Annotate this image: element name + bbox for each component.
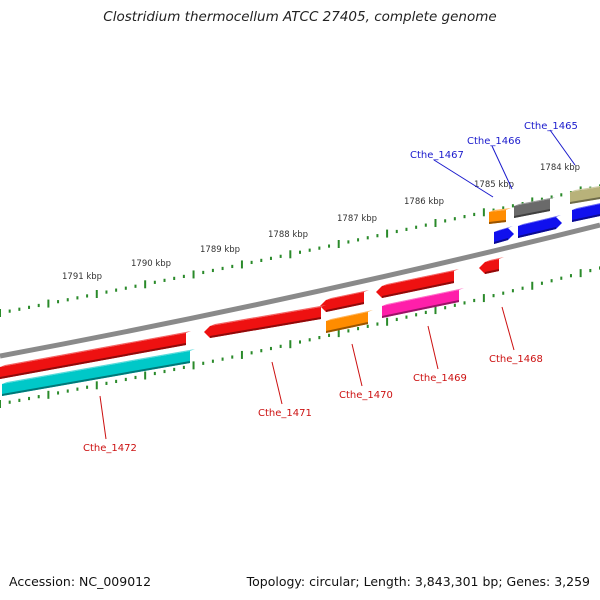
gene-label: Cthe_1471 <box>258 408 312 419</box>
genome-summary-label: Topology: circular; Length: 3,843,301 bp… <box>246 574 590 589</box>
gene-cthe-1471-top <box>210 305 326 326</box>
gene-leader-line <box>99 395 107 440</box>
gene-cthe-1468-shadow <box>485 269 499 274</box>
kbp-scale-label: 1785 kbp <box>474 180 514 190</box>
feature-block <box>494 226 514 244</box>
gene-cthe-1468-top <box>485 257 504 262</box>
gene-label: Cthe_1465 <box>524 121 578 132</box>
kbp-scale-label: 1788 kbp <box>268 230 308 240</box>
gene-cthe-1465 <box>570 185 600 204</box>
gene-cthe-1467-shadow <box>489 220 506 224</box>
feature-block <box>572 203 600 222</box>
gene-cthe-1472 <box>0 331 191 379</box>
feature-block-top <box>572 203 600 210</box>
feature-block-shadow <box>572 214 600 222</box>
gene-cthe-1466-shadow <box>514 209 550 218</box>
feature-block-face <box>494 228 514 244</box>
gene-cthe-1469-top <box>382 269 459 286</box>
feature-block-shadow <box>2 361 190 396</box>
gene-cthe-1466-top <box>514 197 555 206</box>
feature-block-shadow <box>326 322 368 333</box>
genome-backbone <box>0 222 600 359</box>
gene-label: Cthe_1468 <box>489 354 543 365</box>
gene-cthe-1471 <box>204 305 326 338</box>
kbp-scale-label: 1784 kbp <box>540 163 580 173</box>
feature-block-face <box>326 312 368 333</box>
kbp-scale-label: 1786 kbp <box>404 197 444 207</box>
gene-label: Cthe_1466 <box>467 136 521 147</box>
feature-block-top <box>494 226 513 232</box>
label-layer: 1784 kbp 1785 kbp 1786 kbp 1787 kbp 1788 kbp… <box>62 121 580 454</box>
feature-block-top <box>326 310 373 321</box>
feature-block <box>2 349 195 396</box>
gene-cthe-1470 <box>320 290 369 312</box>
gene-leader-line <box>549 129 576 166</box>
gene-leader-line <box>501 306 515 351</box>
tick-layer <box>0 184 600 408</box>
kbp-scale-label: 1787 kbp <box>337 214 377 224</box>
feature-block-face <box>518 217 562 238</box>
gene-cthe-1465-shadow <box>570 197 600 204</box>
gene-cthe-1470-face <box>320 292 364 312</box>
feature-block-top <box>382 288 464 306</box>
feature-block <box>326 310 373 333</box>
feature-block-face <box>382 290 459 318</box>
gene-leader-line <box>433 159 494 198</box>
feature-block-face <box>2 351 190 396</box>
gene-label: Cthe_1472 <box>83 443 137 454</box>
gene-cthe-1472-top <box>0 331 191 367</box>
gene-cthe-1466 <box>514 197 555 218</box>
feature-block <box>518 215 562 238</box>
gene-cthe-1466-face <box>514 199 550 218</box>
gene-cthe-1470-top <box>326 290 369 300</box>
gene-cthe-1471-face <box>204 307 321 338</box>
gene-leader-line <box>491 145 513 190</box>
gene-cthe-1470-shadow <box>326 302 364 312</box>
gene-label: Cthe_1467 <box>410 150 464 161</box>
gene-cthe-1472-face <box>0 333 186 379</box>
feature-layer <box>0 185 600 396</box>
gene-cthe-1471-shadow <box>210 317 321 338</box>
feature-block <box>382 288 464 318</box>
gene-cthe-1467 <box>489 208 511 224</box>
feature-block-shadow <box>494 238 508 244</box>
gene-leader-line <box>351 343 363 387</box>
gene-label: Cthe_1469 <box>413 373 467 384</box>
gene-cthe-1468 <box>479 257 504 274</box>
feature-block-top <box>2 349 195 384</box>
gene-cthe-1472-shadow <box>0 343 186 379</box>
gene-cthe-1467-top <box>489 208 511 212</box>
genome-title: Clostridium thermocellum ATCC 27405, com… <box>103 9 497 25</box>
feature-block-shadow <box>382 300 459 318</box>
gene-cthe-1469-shadow <box>382 281 454 298</box>
feature-block-shadow <box>518 227 556 238</box>
kbp-scale-label: 1789 kbp <box>200 245 240 255</box>
accession-label: Accession: NC_009012 <box>9 574 152 589</box>
gene-cthe-1469 <box>376 269 459 298</box>
gene-leader-line <box>271 361 283 405</box>
gene-label: Cthe_1470 <box>339 390 393 401</box>
gene-leader-line <box>427 325 439 370</box>
gene-cthe-1465-top <box>570 185 600 192</box>
kbp-scale-label: 1791 kbp <box>62 272 102 282</box>
feature-block-top <box>518 215 561 226</box>
kbp-scale-label: 1790 kbp <box>131 259 171 269</box>
gene-cthe-1469-face <box>376 271 454 298</box>
